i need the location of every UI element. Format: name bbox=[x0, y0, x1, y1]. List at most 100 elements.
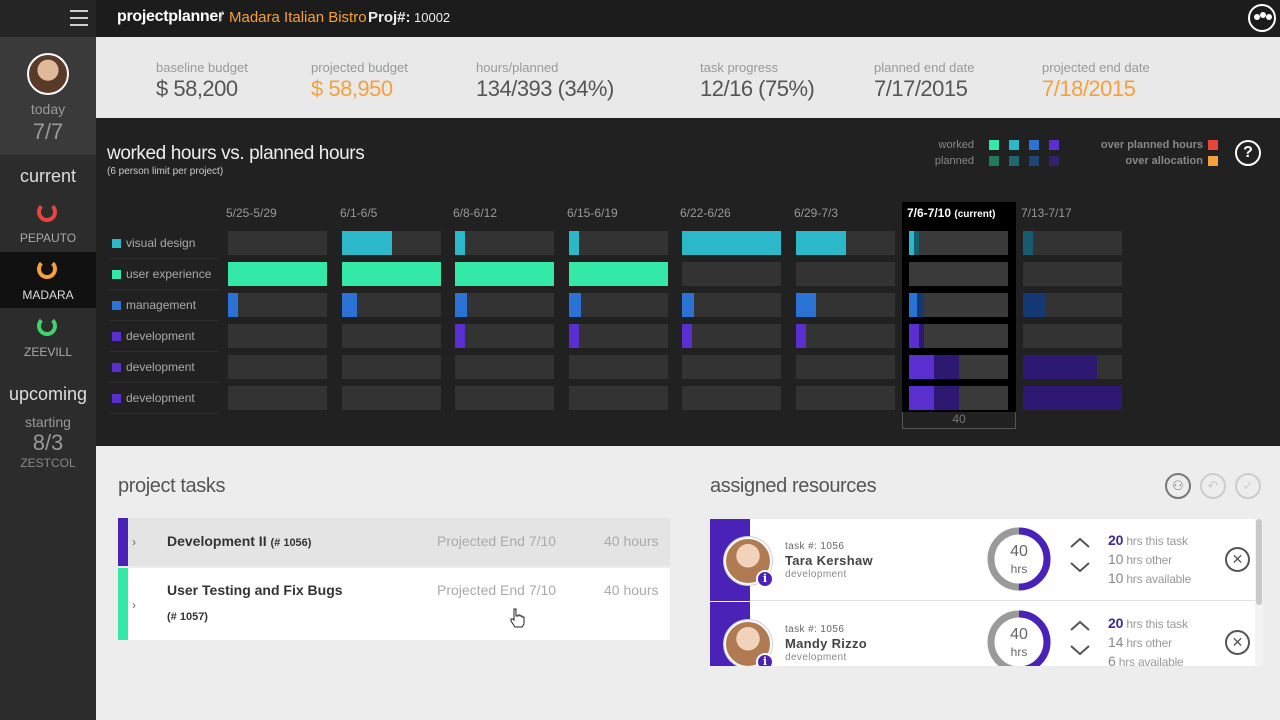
chevron-down-icon[interactable] bbox=[1068, 559, 1092, 575]
scrollbar-thumb[interactable] bbox=[1256, 519, 1262, 605]
resource-card[interactable]: i task #: 1056 Mandy Rizzo development 4… bbox=[710, 602, 1255, 666]
chevron-up-icon[interactable] bbox=[1068, 618, 1092, 634]
worked-bar bbox=[569, 293, 581, 317]
week-label[interactable]: 6/1-6/5 bbox=[340, 206, 378, 220]
week-label-current[interactable]: 7/6-7/10 (current) bbox=[907, 206, 996, 220]
chart-cell[interactable] bbox=[569, 324, 668, 348]
week-label[interactable]: 6/22-6/26 bbox=[680, 206, 731, 220]
chart-cell[interactable] bbox=[569, 293, 668, 317]
chart-cell[interactable] bbox=[1023, 355, 1122, 379]
chart-cell[interactable] bbox=[682, 355, 781, 379]
chart-cell[interactable] bbox=[228, 262, 327, 286]
chart-cell[interactable] bbox=[228, 355, 327, 379]
role-swatch bbox=[112, 239, 121, 248]
chart-cell[interactable] bbox=[455, 355, 554, 379]
chart-cell[interactable] bbox=[909, 355, 1008, 379]
chart-cell[interactable] bbox=[1023, 231, 1122, 255]
chart-cell[interactable] bbox=[455, 324, 554, 348]
week-label[interactable]: 6/29-7/3 bbox=[794, 206, 839, 220]
chart-cell[interactable] bbox=[342, 262, 441, 286]
team-icon[interactable] bbox=[1248, 4, 1276, 32]
help-icon[interactable]: ? bbox=[1235, 140, 1261, 166]
task-row[interactable]: › User Testing and Fix Bugs (# 1057) Pro… bbox=[118, 568, 670, 640]
chart-cell[interactable] bbox=[342, 324, 441, 348]
task-row[interactable]: › Development II (# 1056) Projected End … bbox=[118, 518, 670, 566]
resource-scrollbar[interactable] bbox=[1255, 519, 1263, 666]
chevron-down-icon[interactable] bbox=[1068, 642, 1092, 658]
chart-cell[interactable] bbox=[569, 386, 668, 410]
avatar[interactable] bbox=[27, 53, 69, 95]
sidebar-project-madara[interactable]: MADARA bbox=[0, 252, 96, 308]
chart-cell[interactable] bbox=[796, 262, 895, 286]
info-icon[interactable]: i bbox=[756, 653, 774, 666]
metric-value: 7/18/2015 bbox=[1042, 76, 1136, 101]
metric-value: 134/393 (34%) bbox=[476, 76, 614, 101]
planned-bar bbox=[1023, 386, 1122, 410]
chart-cell[interactable] bbox=[569, 262, 668, 286]
chart-cell[interactable] bbox=[1023, 386, 1122, 410]
metric-projected-end-date: projected end date 7/18/2015 bbox=[1042, 60, 1150, 102]
chart-cell[interactable] bbox=[569, 231, 668, 255]
chart-cell[interactable] bbox=[796, 324, 895, 348]
chart-cell[interactable] bbox=[796, 355, 895, 379]
sidebar-project-zeevill[interactable]: ZEEVILL bbox=[0, 309, 96, 365]
chart-cell[interactable] bbox=[455, 231, 554, 255]
chart-cell[interactable] bbox=[455, 293, 554, 317]
upcoming-block[interactable]: upcoming starting 8/3 ZESTCOL bbox=[0, 372, 96, 482]
chart-cell[interactable] bbox=[909, 293, 1008, 317]
chart-cell[interactable] bbox=[909, 324, 1008, 348]
chart-cell[interactable] bbox=[569, 355, 668, 379]
task-name: Development II (# 1056) bbox=[167, 533, 312, 549]
chart-cell[interactable] bbox=[796, 386, 895, 410]
chart-cell[interactable] bbox=[682, 293, 781, 317]
week-label[interactable]: 7/13-7/17 bbox=[1021, 206, 1072, 220]
role-label: user experience bbox=[109, 259, 219, 290]
chart-cell[interactable] bbox=[682, 231, 781, 255]
week-label[interactable]: 5/25-5/29 bbox=[226, 206, 277, 220]
remove-resource-icon[interactable]: ✕ bbox=[1225, 547, 1250, 572]
chart-cell[interactable] bbox=[682, 262, 781, 286]
undo-icon[interactable]: ↶ bbox=[1200, 473, 1226, 499]
chevron-right-icon[interactable]: › bbox=[132, 598, 136, 612]
breadcrumb-project[interactable]: Madara Italian Bistro bbox=[229, 9, 367, 26]
info-icon[interactable]: i bbox=[756, 570, 774, 588]
brand-logo[interactable]: projectplanner bbox=[117, 8, 224, 25]
resource-card[interactable]: i task #: 1056 Tara Kershaw development … bbox=[710, 519, 1255, 601]
chart-cell[interactable] bbox=[228, 386, 327, 410]
chart-cell[interactable] bbox=[1023, 324, 1122, 348]
worked-bar bbox=[455, 262, 554, 286]
chart-cell[interactable] bbox=[228, 231, 327, 255]
chart-cell[interactable] bbox=[342, 293, 441, 317]
remove-resource-icon[interactable]: ✕ bbox=[1225, 630, 1250, 655]
chart-cell[interactable] bbox=[682, 324, 781, 348]
chart-cell[interactable] bbox=[455, 386, 554, 410]
confirm-icon[interactable]: ✓ bbox=[1235, 473, 1261, 499]
chart-cell[interactable] bbox=[228, 293, 327, 317]
chart-cell[interactable] bbox=[796, 231, 895, 255]
week-label[interactable]: 6/15-6/19 bbox=[567, 206, 618, 220]
chart-cell[interactable] bbox=[909, 231, 1008, 255]
today-label: today bbox=[30, 101, 66, 117]
chart-cell[interactable] bbox=[342, 231, 441, 255]
menu-button[interactable] bbox=[0, 0, 96, 37]
chart-cell[interactable] bbox=[228, 324, 327, 348]
chart-cell[interactable] bbox=[342, 386, 441, 410]
chevron-up-icon[interactable] bbox=[1068, 535, 1092, 551]
week-label[interactable]: 6/8-6/12 bbox=[453, 206, 498, 220]
add-resource-icon[interactable]: ⚇ bbox=[1165, 473, 1191, 499]
chevron-right-icon[interactable]: › bbox=[132, 535, 136, 549]
chart-cell[interactable] bbox=[909, 386, 1008, 410]
chart-cell[interactable] bbox=[1023, 262, 1122, 286]
chart-cell[interactable] bbox=[909, 262, 1008, 286]
chart-cell[interactable] bbox=[342, 355, 441, 379]
chart-cell[interactable] bbox=[1023, 293, 1122, 317]
legend-swatch-over-planned bbox=[1208, 140, 1218, 150]
chart-cell[interactable] bbox=[682, 386, 781, 410]
legend-swatch bbox=[1029, 156, 1039, 166]
role-label-text: management bbox=[126, 298, 197, 312]
project-number-label: Proj#: bbox=[368, 9, 411, 26]
hours-other: 10 hrs other bbox=[1108, 551, 1172, 567]
chart-cell[interactable] bbox=[455, 262, 554, 286]
chart-cell[interactable] bbox=[796, 293, 895, 317]
sidebar-project-pepauto[interactable]: PEPAUTO bbox=[0, 195, 96, 251]
